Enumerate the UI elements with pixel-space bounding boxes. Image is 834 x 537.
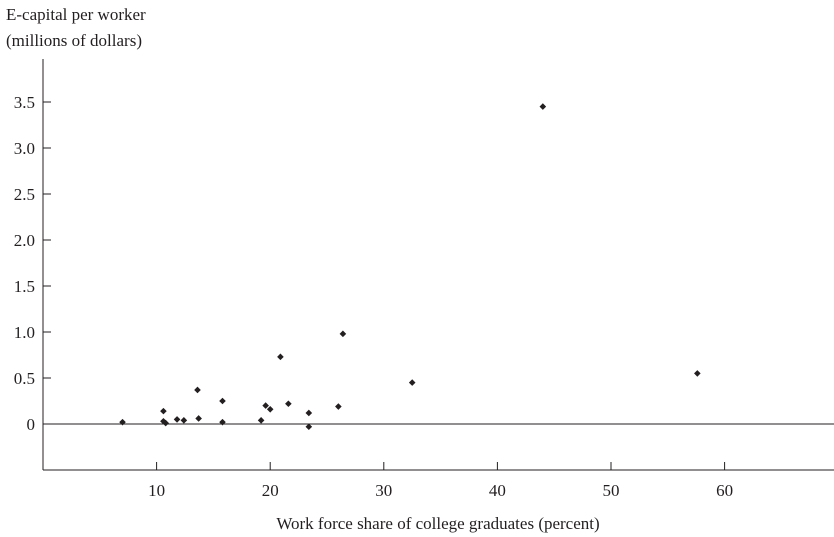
- data-point: [194, 386, 201, 394]
- y-tick-label: 0: [27, 415, 36, 434]
- data-point: [694, 370, 701, 377]
- x-tick-label: 60: [716, 481, 733, 500]
- data-points: [119, 103, 701, 431]
- x-tick-label: 30: [375, 481, 392, 500]
- data-point: [219, 418, 226, 426]
- y-axis-title-line-2: (millions of dollars): [6, 31, 142, 50]
- data-point: [160, 417, 167, 425]
- data-point: [335, 403, 342, 410]
- x-tick-label: 40: [489, 481, 506, 500]
- data-point: [285, 400, 292, 408]
- y-tick-label: 3.5: [14, 93, 35, 112]
- x-tick-label: 20: [262, 481, 279, 500]
- y-axis-title-line-1: E-capital per worker: [6, 5, 146, 24]
- x-tick-label: 10: [148, 481, 165, 500]
- data-point: [257, 417, 265, 424]
- data-point: [180, 417, 188, 424]
- data-point: [219, 397, 226, 405]
- data-point: [539, 103, 547, 110]
- data-point: [305, 423, 313, 431]
- data-point: [408, 379, 416, 386]
- x-axis-title: Work force share of college graduates (p…: [276, 514, 599, 533]
- data-point: [160, 407, 167, 415]
- y-tick-label: 3.0: [14, 139, 35, 158]
- x-axis-ticks: 10 20 30 40 50 60: [148, 462, 733, 500]
- data-point: [173, 416, 181, 423]
- data-point: [266, 405, 274, 413]
- y-tick-label: 2.5: [14, 185, 35, 204]
- data-point: [195, 415, 202, 422]
- y-tick-label: 0.5: [14, 369, 35, 388]
- data-point: [162, 419, 169, 427]
- x-tick-label: 50: [603, 481, 620, 500]
- data-point: [277, 353, 284, 361]
- data-point: [339, 330, 347, 338]
- y-tick-label: 1.5: [14, 277, 35, 296]
- y-axis-ticks: 0 0.5 1.0 1.5 2.0 2.5 3.0 3.5: [14, 93, 51, 434]
- y-tick-label: 2.0: [14, 231, 35, 250]
- y-tick-label: 1.0: [14, 323, 35, 342]
- data-point: [119, 418, 126, 426]
- data-point: [305, 409, 313, 417]
- data-point: [262, 402, 269, 409]
